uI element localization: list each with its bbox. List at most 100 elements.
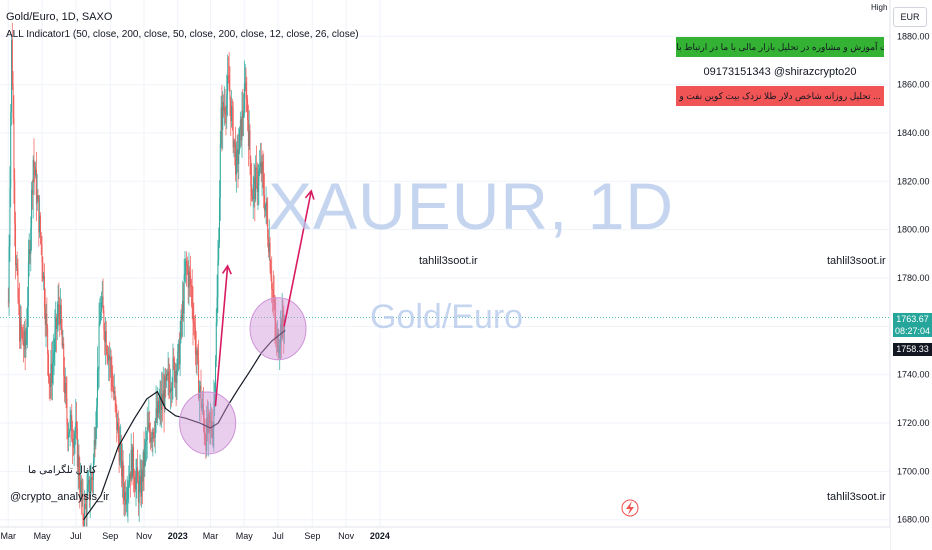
trend-arrow-head — [221, 264, 232, 275]
candle-body — [229, 88, 231, 100]
candle-body — [54, 331, 56, 352]
candle-body — [80, 480, 82, 493]
candle-body — [280, 323, 282, 339]
candle-body — [22, 331, 24, 342]
candle-body — [266, 201, 268, 218]
indicator-legend[interactable]: ALL Indicator1 (50, close, 200, close, 5… — [6, 29, 359, 40]
candle-body — [254, 177, 256, 200]
candle-body — [85, 504, 87, 517]
candle-body — [215, 321, 217, 361]
time-tick-label: May — [34, 531, 52, 541]
candle-body — [269, 242, 271, 269]
candle-body — [212, 428, 214, 439]
candle-body — [55, 317, 57, 330]
candle-body — [77, 454, 79, 467]
candle-body — [117, 422, 119, 438]
price-tick-label: 1820.00 — [897, 176, 930, 186]
candle-body — [206, 417, 208, 451]
candle-body — [108, 355, 110, 360]
candle-body — [80, 480, 82, 498]
candle-body — [276, 332, 278, 339]
candle-body — [186, 265, 188, 270]
price-axis[interactable]: 1680.001700.001720.001740.001760.001780.… — [889, 0, 932, 550]
candle-body — [36, 195, 38, 204]
candle-body — [139, 476, 141, 486]
candle-body — [9, 187, 11, 247]
candle-body — [55, 317, 57, 332]
candle-body — [161, 393, 163, 404]
candle-body — [260, 162, 262, 174]
candle-body — [211, 430, 213, 439]
candle-body — [20, 317, 22, 330]
candle-body — [184, 273, 186, 276]
candle-body — [157, 401, 159, 414]
candle-body — [227, 75, 229, 95]
high-toggle[interactable]: High — [871, 3, 888, 12]
candle-body — [236, 149, 238, 152]
candle-body — [78, 454, 80, 480]
candle-body — [200, 385, 202, 408]
candle-body — [49, 383, 51, 387]
candle-body — [183, 275, 185, 314]
candle-body — [33, 159, 35, 168]
candle-body — [222, 101, 224, 130]
candle-body — [41, 244, 43, 263]
candle-body — [11, 39, 13, 85]
candle-body — [16, 263, 18, 268]
highlight-circle — [249, 297, 307, 361]
candle-body — [137, 467, 139, 481]
candle-body — [110, 357, 112, 372]
candle-body — [60, 305, 62, 329]
time-tick-label: 2024 — [370, 531, 390, 541]
chart-title[interactable]: Gold/Euro, 1D, SAXO — [6, 11, 113, 23]
candle-body — [47, 354, 49, 378]
candle-body — [105, 331, 107, 352]
candle-body — [70, 414, 72, 420]
candle-body — [203, 417, 205, 435]
candle-body — [209, 415, 211, 423]
candle-body — [199, 385, 201, 390]
candle-body — [97, 369, 99, 371]
candle-body — [112, 386, 114, 388]
candle-body — [69, 419, 71, 432]
candle-body — [243, 113, 245, 118]
candle-body — [271, 289, 273, 291]
candle-body — [35, 169, 37, 176]
candle-body — [226, 94, 228, 114]
candle-body — [94, 439, 96, 445]
candle-body — [133, 476, 135, 485]
price-tick-label: 1880.00 — [897, 31, 930, 41]
candle-body — [273, 298, 275, 303]
candle-body — [92, 478, 94, 480]
candle-body — [65, 382, 67, 399]
candle-body — [234, 141, 236, 144]
candle-body — [281, 309, 283, 339]
candle-body — [205, 440, 207, 451]
candle-body — [192, 305, 194, 323]
candle-body — [246, 98, 248, 100]
price-tick-label: 1700.00 — [897, 466, 930, 476]
candle-body — [151, 437, 153, 440]
candle-body — [29, 249, 31, 255]
candle-body — [185, 261, 187, 274]
lightning-icon[interactable] — [621, 499, 639, 517]
candle-body — [181, 315, 183, 320]
candle-body — [263, 174, 265, 195]
moving-average-line — [83, 329, 286, 521]
candle-body — [232, 108, 234, 148]
time-tick-label: Jul — [272, 531, 284, 541]
time-axis[interactable]: Mar May Jul Sep Nov 2023 Mar May Jul Sep Nov 2024 — [0, 526, 890, 550]
currency-button[interactable]: EUR — [893, 7, 927, 27]
candle-body — [113, 386, 115, 394]
price-tick-label: 1720.00 — [897, 418, 930, 428]
candle-body — [271, 277, 273, 290]
candle-body — [175, 371, 177, 384]
candle-body — [163, 390, 165, 409]
candle-body — [147, 427, 149, 429]
candle-body — [23, 341, 25, 346]
candle-body — [142, 451, 144, 482]
candle-body — [177, 350, 179, 370]
candle-body — [120, 444, 122, 446]
candle-body — [178, 343, 180, 351]
